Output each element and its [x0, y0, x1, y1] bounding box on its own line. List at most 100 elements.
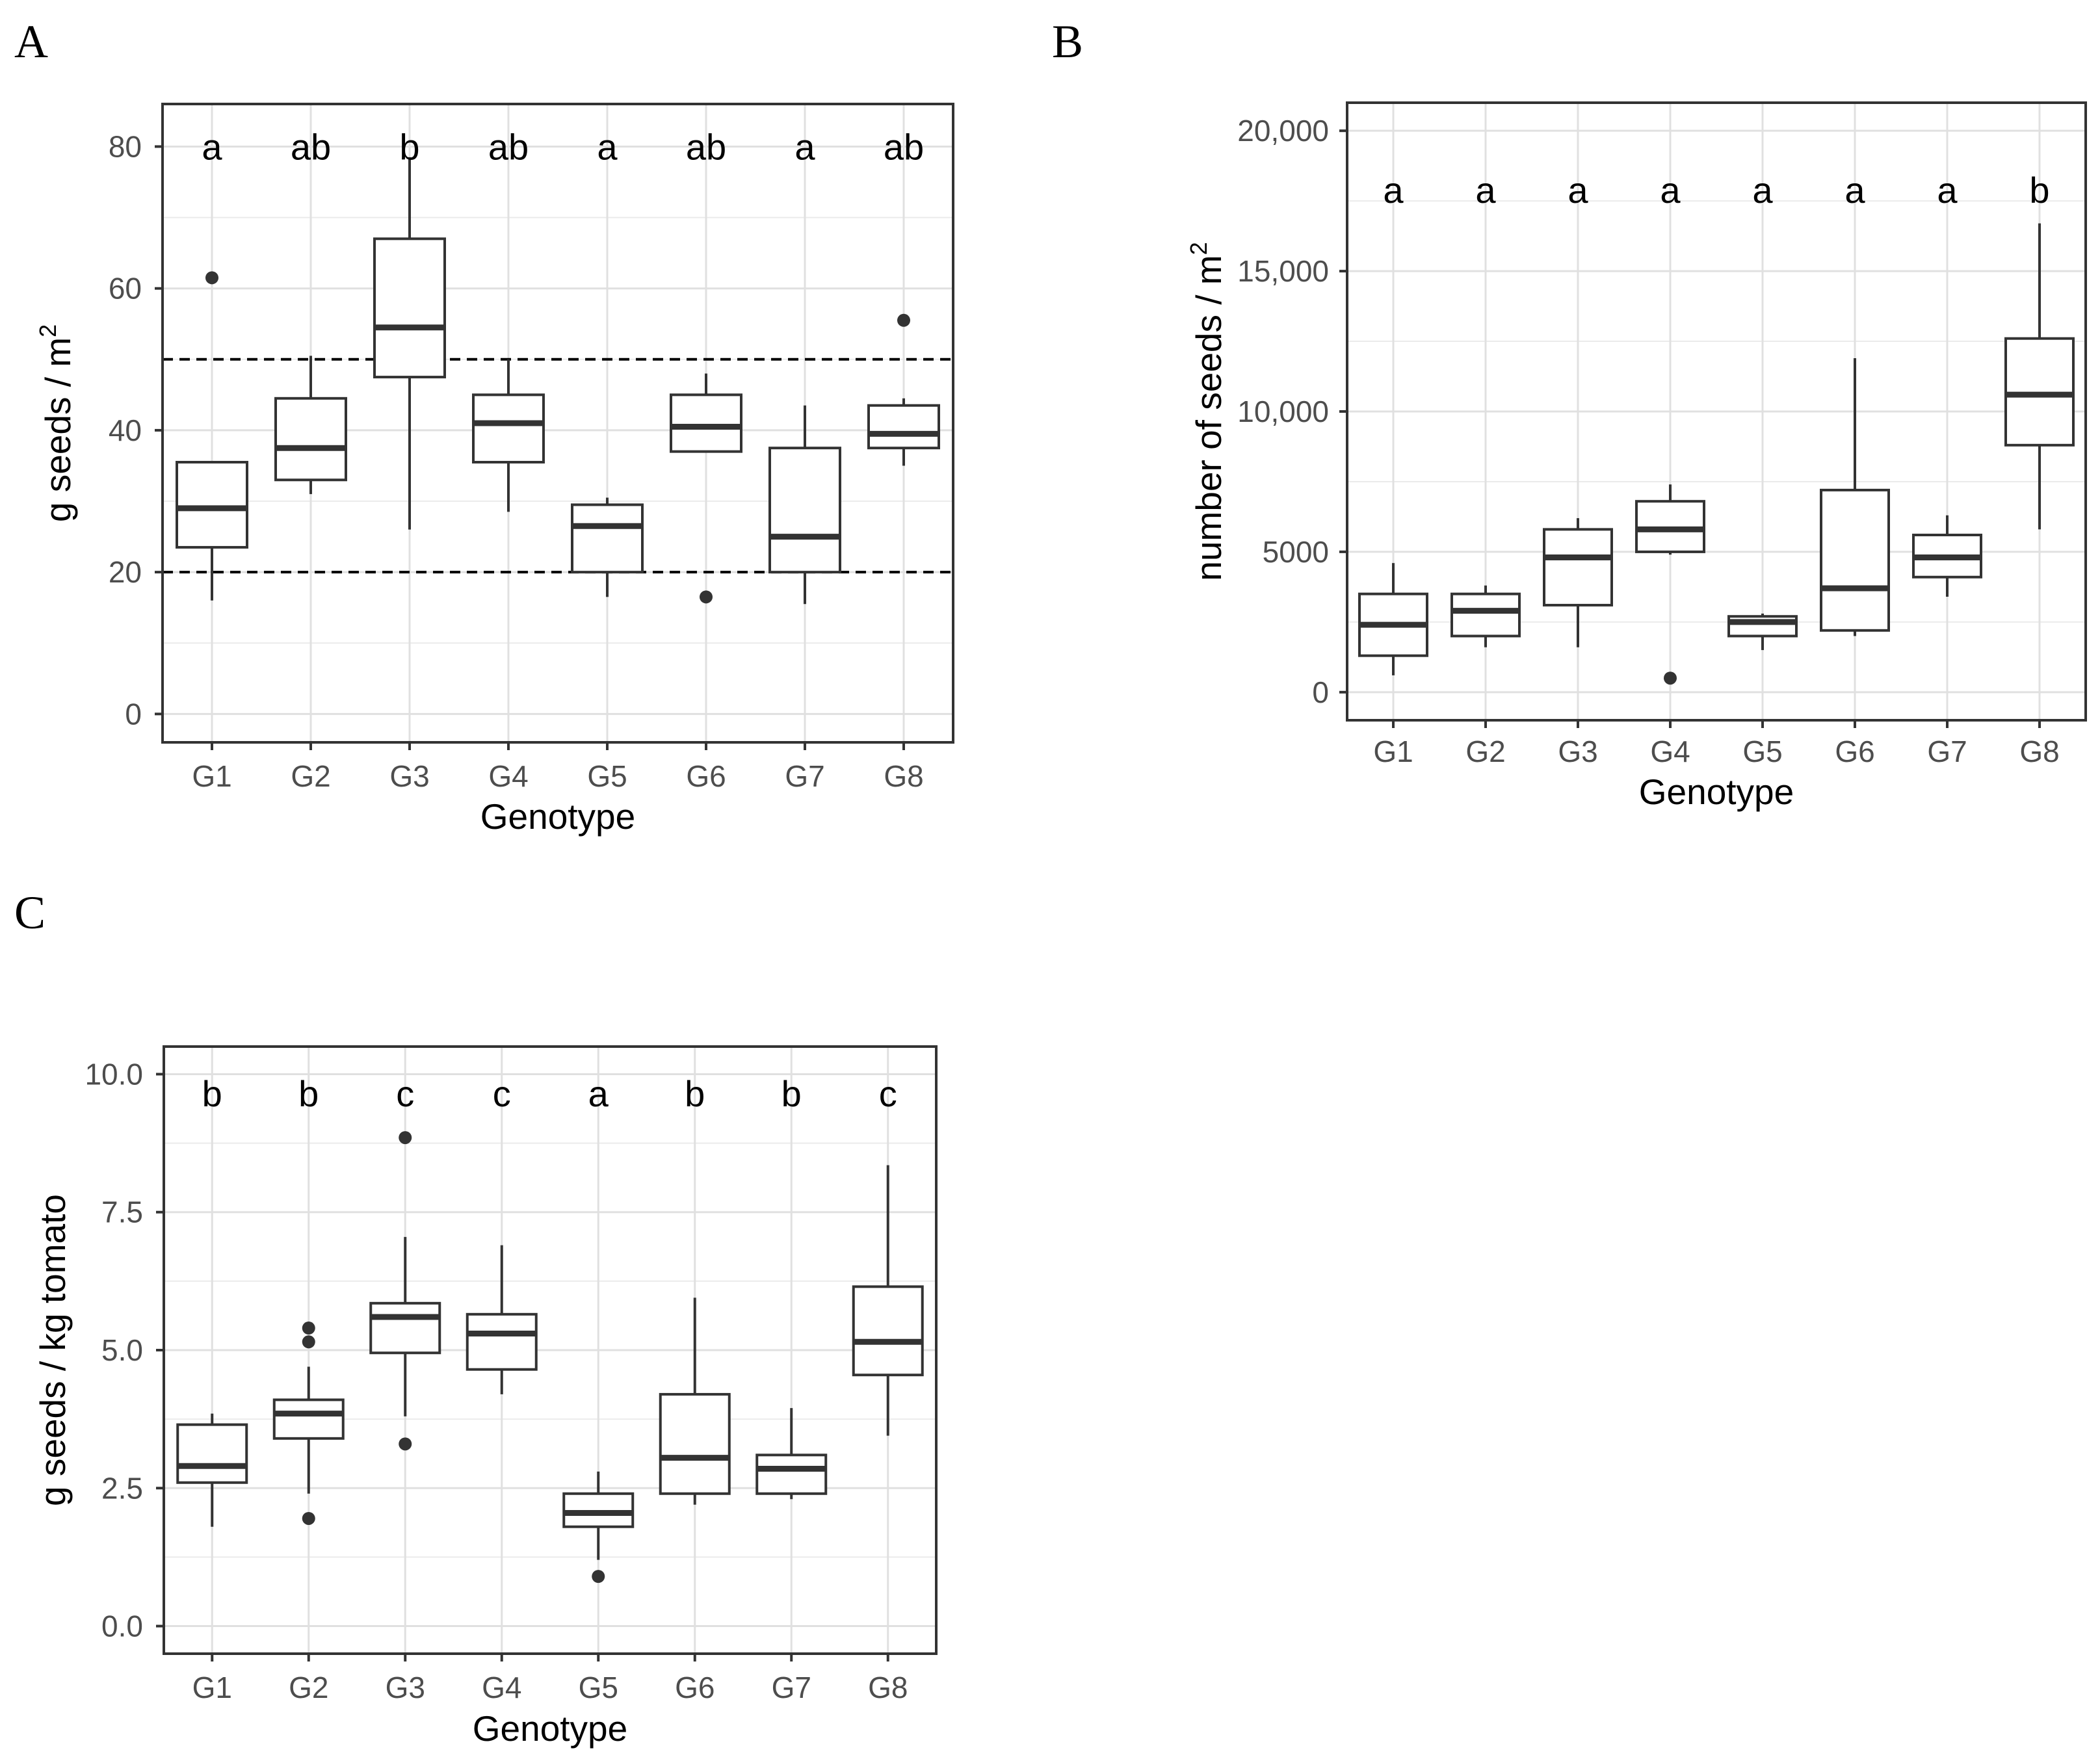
panel-b-significance-letter: a	[1568, 170, 1588, 211]
outlier-point	[399, 1437, 412, 1451]
panel-b-x-axis-title: Genotype	[1639, 772, 1794, 812]
panel-c-xtick-label: G7	[772, 1671, 811, 1704]
panel-a-significance-letter: ab	[884, 126, 924, 167]
box-iqr	[1543, 528, 1613, 606]
panel-b-y-axis-title: number of seeds / m2	[1185, 242, 1229, 580]
outlier-point	[1664, 671, 1677, 685]
panel-a-significance-letter: a	[794, 126, 815, 167]
panel-a-ytick-label: 40	[109, 413, 142, 447]
panel-b-xtick-label: G3	[1558, 735, 1597, 768]
panel-a-box-g1	[176, 271, 248, 601]
panel-c-box-g6	[659, 1297, 731, 1505]
box-iqr	[176, 1423, 248, 1484]
panel-b-xtick-label: G5	[1742, 735, 1782, 768]
panel-a-box-g3	[373, 157, 446, 530]
panel-b-significance-letter: b	[2029, 170, 2049, 211]
panel-c-y-axis-title: g seeds / kg tomato	[33, 1194, 73, 1506]
box-iqr	[755, 1453, 828, 1495]
panel-c-box-g2	[272, 1322, 345, 1525]
panel-label-a: A	[14, 16, 48, 68]
panel-b-box-g1	[1358, 563, 1428, 675]
panel-a-ytick-label: 20	[109, 555, 142, 589]
panel-label-c: C	[14, 887, 46, 939]
panel-c-box-g1	[176, 1413, 248, 1527]
panel-b-significance-letter: a	[1660, 170, 1681, 211]
panel-b-box-g8	[2004, 223, 2075, 530]
box-iqr	[659, 1392, 731, 1495]
box-iqr	[466, 1312, 538, 1371]
panel-a-ytick-label: 80	[109, 129, 142, 163]
box-iqr	[670, 393, 742, 453]
panel-c-significance-letter: b	[298, 1073, 319, 1114]
box-iqr	[1820, 488, 1890, 632]
panel-c-xtick-label: G4	[482, 1671, 521, 1704]
panel-b-xtick-label: G7	[1927, 735, 1967, 768]
panel-c-significance-letter: b	[685, 1073, 705, 1114]
panel-b-xtick-label: G2	[1465, 735, 1505, 768]
panel-b-ytick-label: 10,000	[1237, 395, 1329, 428]
panel-b-significance-letter: a	[1844, 170, 1865, 211]
box-iqr	[768, 447, 841, 574]
panel-b-ytick-label: 15,000	[1237, 254, 1329, 288]
panel-b-ytick-label: 20,000	[1237, 114, 1329, 148]
box-iqr	[852, 1285, 924, 1377]
panel-c-significance-letter: c	[396, 1073, 414, 1114]
panel-a-box-g8	[867, 313, 940, 466]
panel-b-box-g3	[1543, 518, 1613, 647]
panel-a-ytick-label: 0	[125, 697, 142, 731]
panel-b-xtick-label: G6	[1835, 735, 1874, 768]
panel-b-ytick-label: 5000	[1263, 535, 1329, 569]
panel-c-significance-letter: a	[588, 1073, 609, 1114]
box-iqr	[1450, 592, 1521, 638]
panel-a-x-axis-title: Genotype	[480, 796, 636, 837]
panel-c-ytick-label: 2.5	[101, 1471, 143, 1505]
panel-c-xtick-label: G8	[868, 1671, 908, 1704]
panel-a-y-axis-title: g seeds / m2	[34, 324, 78, 522]
panel-c-box-g7	[755, 1408, 828, 1500]
panel-a-significance-letter: a	[202, 126, 222, 167]
box-iqr	[472, 393, 545, 464]
panel-a-box-g2	[274, 356, 347, 495]
panel-b-significance-letter: a	[1752, 170, 1773, 211]
panel-b-box-g7	[1912, 515, 1982, 597]
panel-a-xtick-label: G5	[587, 759, 627, 793]
panel-a-xtick-label: G2	[291, 759, 330, 793]
panel-c-ytick-label: 7.5	[101, 1195, 143, 1229]
panel-c-box-g4	[466, 1245, 538, 1394]
panel-c-box-g8	[852, 1165, 924, 1436]
panel-c-x-axis-title: Genotype	[473, 1708, 628, 1749]
panel-a-box-g4	[472, 359, 545, 512]
panel-c-ytick-label: 10.0	[85, 1057, 143, 1091]
outlier-point	[302, 1335, 315, 1349]
panel-label-b: B	[1052, 16, 1083, 68]
panel-c-xtick-label: G2	[289, 1671, 328, 1704]
panel-c-significance-letter: c	[493, 1073, 511, 1114]
box-iqr	[369, 1301, 441, 1355]
panel-a-significance-letter: a	[597, 126, 618, 167]
panel-a-xtick-label: G8	[884, 759, 923, 793]
outlier-point	[302, 1511, 315, 1525]
panel-c-box-g5	[562, 1471, 635, 1583]
outlier-point	[205, 271, 218, 285]
panel-a-significance-letter: b	[399, 126, 419, 167]
panel-a-chart: 0 20 40 60 80 G1 a G2 ab G3 b G4 ab G5 a G6 ab G7 a G8 ab Gen…	[34, 103, 954, 837]
panel-b-significance-letter: a	[1937, 170, 1958, 211]
box-iqr	[867, 404, 940, 450]
panel-b-box-g4	[1635, 484, 1705, 685]
panel-c-chart: 0.0 2.5 5.0 7.5 10.0 G1 b G2 b G3 c G4 c G5 a G6 b G7 b G8 c…	[33, 1045, 938, 1749]
panel-a-significance-letter: ab	[291, 126, 331, 167]
box-iqr	[571, 503, 644, 574]
panel-a-plot-border	[161, 103, 954, 744]
panel-a-significance-letter: ab	[488, 126, 529, 167]
box-iqr	[274, 397, 347, 482]
panel-b-significance-letter: a	[1383, 170, 1404, 211]
outlier-point	[592, 1570, 605, 1583]
panel-c-ytick-label: 5.0	[101, 1333, 143, 1367]
panel-a-xtick-label: G7	[785, 759, 824, 793]
panel-c-xtick-label: G1	[192, 1671, 232, 1704]
outlier-point	[897, 313, 910, 327]
panel-c-xtick-label: G5	[579, 1671, 618, 1704]
panel-b-box-g6	[1820, 358, 1890, 636]
panel-c-xtick-label: G6	[675, 1671, 715, 1704]
